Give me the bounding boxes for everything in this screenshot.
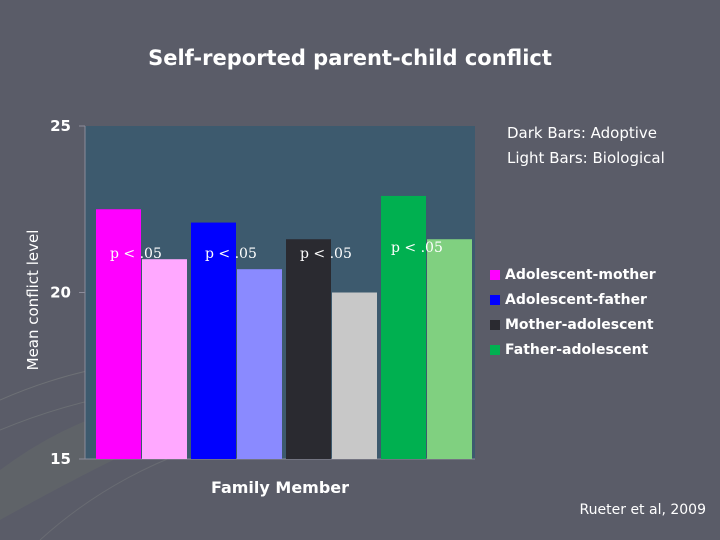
note-dark-bars: Dark Bars: Adoptive <box>507 124 658 142</box>
note-light-bars: Light Bars: Biological <box>507 149 665 167</box>
legend-label: Adolescent-mother <box>505 266 656 283</box>
legend-swatch <box>490 269 500 280</box>
legend-item: Adolescent-father <box>490 287 656 312</box>
bar-biological <box>427 239 472 459</box>
bar-adoptive <box>191 222 236 459</box>
legend-swatch <box>490 319 500 330</box>
legend-swatch <box>490 344 500 355</box>
legend-swatch <box>490 294 500 305</box>
significance-label: p < .05 <box>205 246 257 262</box>
legend-item: Mother-adolescent <box>490 312 656 337</box>
legend-label: Adolescent-father <box>505 291 647 308</box>
significance-label: p < .05 <box>300 246 352 262</box>
significance-label: p < .05 <box>391 240 443 256</box>
y-axis-label: Mean conflict level <box>24 229 42 371</box>
slide-title: Self-reported parent-child conflict <box>148 46 552 70</box>
bar-biological <box>332 292 377 459</box>
chart-legend: Adolescent-mother Adolescent-father Mother… <box>490 262 656 362</box>
citation: Rueter et al, 2009 <box>579 502 706 518</box>
bar-adoptive <box>96 209 141 459</box>
significance-label: p < .05 <box>110 246 162 262</box>
y-tick-label: 20 <box>50 284 71 302</box>
y-tick-label: 15 <box>50 450 71 468</box>
legend-label: Mother-adolescent <box>505 316 654 333</box>
x-axis-label: Family Member <box>210 478 350 497</box>
bar-adoptive <box>286 239 331 459</box>
bar-biological <box>142 259 187 459</box>
y-tick-label: 25 <box>50 117 71 135</box>
legend-label: Father-adolescent <box>505 341 649 358</box>
legend-item: Father-adolescent <box>490 337 656 362</box>
legend-item: Adolescent-mother <box>490 262 656 287</box>
bar-adoptive <box>381 195 426 459</box>
bar-biological <box>237 269 282 459</box>
